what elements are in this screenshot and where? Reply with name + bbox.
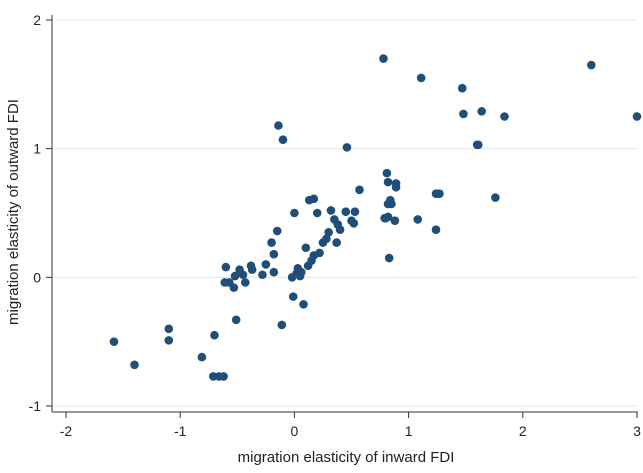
- data-point: [219, 372, 228, 381]
- data-point: [309, 194, 319, 204]
- x-tick-label: 1: [405, 423, 413, 439]
- data-point: [315, 248, 324, 258]
- data-points: [109, 54, 642, 381]
- data-point: [391, 182, 401, 192]
- data-point: [341, 207, 351, 217]
- data-point: [261, 260, 271, 269]
- axes: -1 0 1 2 -2 -1 0 1 2 3: [29, 12, 642, 439]
- data-point: [274, 121, 283, 130]
- data-point: [459, 109, 468, 119]
- data-point: [290, 208, 299, 218]
- x-axis-title: migration elasticity of inward FDI: [238, 449, 455, 466]
- data-point: [296, 267, 306, 277]
- data-point: [457, 83, 467, 93]
- data-point: [500, 112, 509, 121]
- data-point: [197, 352, 207, 362]
- data-point: [387, 199, 396, 209]
- data-point: [312, 208, 322, 218]
- x-tick-label: -2: [60, 423, 73, 439]
- data-point: [491, 193, 500, 202]
- y-tick-label: 0: [33, 269, 41, 285]
- data-point: [272, 226, 282, 236]
- data-point: [269, 267, 279, 277]
- data-point: [130, 360, 139, 370]
- data-point: [231, 315, 241, 325]
- data-point: [435, 189, 444, 198]
- data-point: [431, 225, 441, 235]
- data-point: [355, 185, 364, 195]
- data-point: [301, 243, 311, 253]
- data-point: [379, 54, 388, 63]
- data-point: [473, 140, 483, 150]
- data-point: [324, 228, 333, 237]
- data-point: [416, 73, 426, 83]
- data-point: [587, 60, 596, 70]
- y-tick-label: 2: [33, 12, 41, 28]
- data-point: [384, 253, 394, 263]
- data-point: [349, 218, 359, 228]
- data-point: [269, 249, 279, 259]
- data-point: [632, 112, 642, 121]
- data-point: [278, 135, 288, 144]
- data-point: [477, 107, 486, 116]
- data-point: [247, 265, 257, 274]
- data-point: [230, 271, 240, 281]
- x-tick-label: 3: [633, 423, 641, 439]
- data-point: [109, 337, 119, 346]
- data-point: [335, 225, 345, 235]
- data-point: [277, 320, 287, 330]
- data-point: [164, 324, 174, 334]
- data-point: [267, 238, 276, 247]
- data-point: [383, 177, 393, 187]
- data-point: [326, 206, 336, 215]
- data-point: [221, 262, 231, 272]
- data-point: [299, 300, 308, 309]
- data-point: [240, 278, 250, 287]
- x-tick-label: 2: [519, 423, 527, 439]
- data-point: [350, 207, 360, 217]
- y-axis-title: migration elasticity of outward FDI: [5, 99, 22, 325]
- data-point: [164, 336, 174, 345]
- data-point: [413, 215, 423, 224]
- data-point: [383, 212, 393, 222]
- data-point: [332, 238, 341, 247]
- data-point: [258, 270, 267, 280]
- data-point: [342, 143, 352, 152]
- y-tick-label: 1: [33, 141, 41, 157]
- x-tick-label: -1: [174, 423, 187, 439]
- data-point: [390, 216, 400, 226]
- x-tick-label: 0: [291, 423, 299, 439]
- data-point: [210, 330, 219, 340]
- data-point: [238, 270, 248, 280]
- y-tick-label: -1: [29, 398, 42, 414]
- data-point: [229, 283, 239, 292]
- data-point: [382, 168, 392, 178]
- data-point: [288, 292, 298, 301]
